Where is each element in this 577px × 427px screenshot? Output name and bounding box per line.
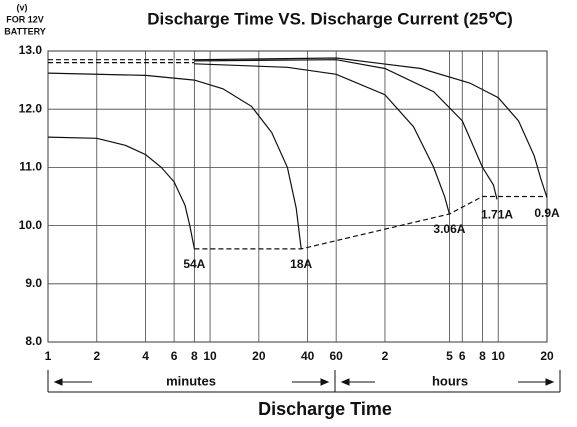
minutes-label: minutes: [166, 373, 216, 388]
curve: [194, 195, 547, 250]
x-tick-label: 5: [446, 349, 453, 363]
x-tick-label: 8: [479, 349, 486, 363]
y-axis-unit: (v): [17, 2, 28, 12]
x-tick-label: 60: [329, 349, 343, 363]
y-tick-label: 11.0: [19, 160, 42, 174]
x-tick-label: 4: [142, 349, 149, 363]
curve-label: 0.9A: [534, 206, 560, 220]
curve: [194, 63, 450, 215]
x-axis-title: Discharge Time: [258, 399, 392, 419]
x-tick-label: 2: [93, 349, 100, 363]
y-tick-label: 10.0: [19, 218, 43, 232]
y-tick-label: 13.0: [19, 43, 43, 57]
y-axis-label: BATTERY: [4, 26, 46, 36]
x-tick-label: 20: [252, 349, 266, 363]
x-tick-label: 10: [492, 349, 506, 363]
unit-bracket: [47, 370, 561, 393]
plot-frame: [47, 50, 548, 343]
x-tick-label: 2: [382, 349, 389, 363]
y-axis-label: FOR 12V: [6, 14, 44, 24]
curve: [194, 59, 498, 200]
x-tick-label: 6: [459, 349, 466, 363]
x-tick-label: 40: [301, 349, 315, 363]
x-tick-label: 6: [171, 349, 178, 363]
curve-label: 18A: [290, 257, 312, 271]
curve: [47, 72, 302, 249]
y-tick-label: 12.0: [19, 101, 43, 115]
hours-label: hours: [432, 373, 468, 388]
curve: [194, 57, 548, 198]
curve-label: 3.06A: [433, 222, 465, 236]
curve: [47, 136, 195, 250]
y-tick-label: 8.0: [25, 334, 42, 348]
curve-label: 1.71A: [481, 208, 513, 222]
y-tick-label: 9.0: [25, 276, 42, 290]
x-tick-label: 1: [45, 349, 52, 363]
x-tick-label: 20: [540, 349, 554, 363]
curve-label: 54A: [183, 257, 205, 271]
x-tick-label: 8: [191, 349, 198, 363]
x-tick-label: 10: [203, 349, 217, 363]
chart-title: Discharge Time VS. Discharge Current (25…: [147, 9, 513, 28]
